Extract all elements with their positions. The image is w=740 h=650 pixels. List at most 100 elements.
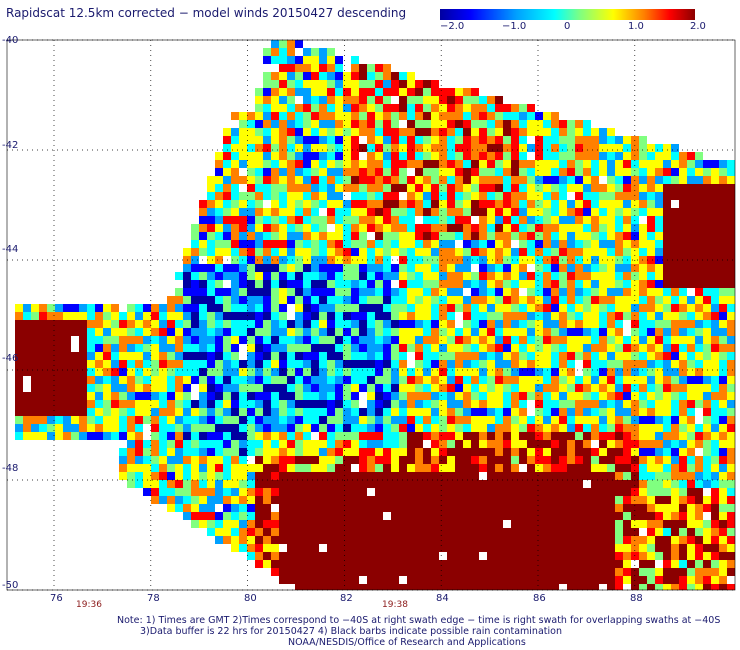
- heatmap-cell: [687, 312, 695, 320]
- heatmap-cell: [383, 392, 391, 400]
- heatmap-cell: [479, 376, 487, 384]
- heatmap-cell: [351, 448, 359, 456]
- heatmap-cell: [319, 184, 327, 192]
- heatmap-cell: [519, 152, 527, 160]
- heatmap-cell: [447, 352, 455, 360]
- heatmap-cell: [223, 520, 231, 528]
- heatmap-cell: [383, 496, 391, 504]
- heatmap-cell: [407, 248, 415, 256]
- heatmap-cell: [575, 344, 583, 352]
- heatmap-cell: [367, 392, 375, 400]
- heatmap-cell: [727, 232, 735, 240]
- heatmap-cell: [503, 168, 511, 176]
- heatmap-cell: [439, 536, 447, 544]
- heatmap-cell: [263, 216, 271, 224]
- heatmap-cell: [583, 136, 591, 144]
- heatmap-cell: [639, 376, 647, 384]
- heatmap-cell: [583, 168, 591, 176]
- heatmap-cell: [583, 240, 591, 248]
- heatmap-cell: [727, 248, 735, 256]
- heatmap-cell: [207, 320, 215, 328]
- heatmap-cell: [15, 320, 23, 328]
- heatmap-cell: [415, 408, 423, 416]
- heatmap-cell: [223, 464, 231, 472]
- heatmap-cell: [495, 384, 503, 392]
- heatmap-cell: [391, 584, 399, 590]
- heatmap-cell: [567, 264, 575, 272]
- heatmap-cell: [263, 504, 271, 512]
- heatmap-cell: [255, 392, 263, 400]
- heatmap-cell: [15, 416, 23, 424]
- heatmap-cell: [263, 520, 271, 528]
- heatmap-cell: [359, 568, 367, 576]
- heatmap-cell: [447, 112, 455, 120]
- heatmap-cell: [447, 192, 455, 200]
- heatmap-cell: [351, 376, 359, 384]
- heatmap-cell: [479, 512, 487, 520]
- heatmap-cell: [639, 432, 647, 440]
- heatmap-cell: [687, 152, 695, 160]
- heatmap-cell: [439, 544, 447, 552]
- heatmap-cell: [471, 504, 479, 512]
- heatmap-cell: [599, 136, 607, 144]
- heatmap-cell: [143, 400, 151, 408]
- heatmap-cell: [271, 520, 279, 528]
- heatmap-cell: [471, 536, 479, 544]
- heatmap-cell: [711, 456, 719, 464]
- heatmap-cell: [407, 552, 415, 560]
- heatmap-cell: [439, 464, 447, 472]
- heatmap-cell: [559, 328, 567, 336]
- heatmap-cell: [711, 368, 719, 376]
- heatmap-cell: [447, 152, 455, 160]
- heatmap-cell: [247, 408, 255, 416]
- heatmap-cell: [711, 504, 719, 512]
- heatmap-cell: [183, 504, 191, 512]
- heatmap-cell: [671, 208, 679, 216]
- heatmap-cell: [415, 152, 423, 160]
- heatmap-cell: [591, 424, 599, 432]
- heatmap-cell: [111, 304, 119, 312]
- heatmap-cell: [519, 424, 527, 432]
- heatmap-cell: [399, 280, 407, 288]
- heatmap-cell: [343, 152, 351, 160]
- heatmap-cell: [231, 520, 239, 528]
- heatmap-cell: [679, 160, 687, 168]
- heatmap-cell: [63, 312, 71, 320]
- heatmap-cell: [207, 272, 215, 280]
- heatmap-cell: [719, 288, 727, 296]
- heatmap-cell: [727, 224, 735, 232]
- heatmap-cell: [375, 64, 383, 72]
- heatmap-cell: [367, 376, 375, 384]
- heatmap-cell: [55, 344, 63, 352]
- heatmap-cell: [47, 376, 55, 384]
- heatmap-cell: [287, 344, 295, 352]
- heatmap-cell: [439, 296, 447, 304]
- heatmap-cell: [495, 552, 503, 560]
- heatmap-cell: [615, 176, 623, 184]
- heatmap-cell: [215, 240, 223, 248]
- heatmap-cell: [55, 408, 63, 416]
- heatmap-cell: [391, 448, 399, 456]
- heatmap-cell: [703, 504, 711, 512]
- heatmap-cell: [687, 224, 695, 232]
- heatmap-cell: [455, 432, 463, 440]
- heatmap-cell: [151, 456, 159, 464]
- heatmap-cell: [335, 248, 343, 256]
- heatmap-cell: [591, 312, 599, 320]
- heatmap-cell: [271, 128, 279, 136]
- heatmap-cell: [255, 480, 263, 488]
- heatmap-cell: [655, 368, 663, 376]
- heatmap-cell: [543, 472, 551, 480]
- heatmap-cell: [359, 552, 367, 560]
- heatmap-cell: [567, 536, 575, 544]
- heatmap-cell: [383, 336, 391, 344]
- heatmap-cell: [271, 568, 279, 576]
- heatmap-cell: [447, 584, 455, 590]
- heatmap-cell: [415, 376, 423, 384]
- heatmap-cell: [359, 288, 367, 296]
- heatmap-cell: [63, 424, 71, 432]
- heatmap-cell: [655, 272, 663, 280]
- heatmap-cell: [279, 376, 287, 384]
- heatmap-cell: [671, 544, 679, 552]
- heatmap-cell: [423, 144, 431, 152]
